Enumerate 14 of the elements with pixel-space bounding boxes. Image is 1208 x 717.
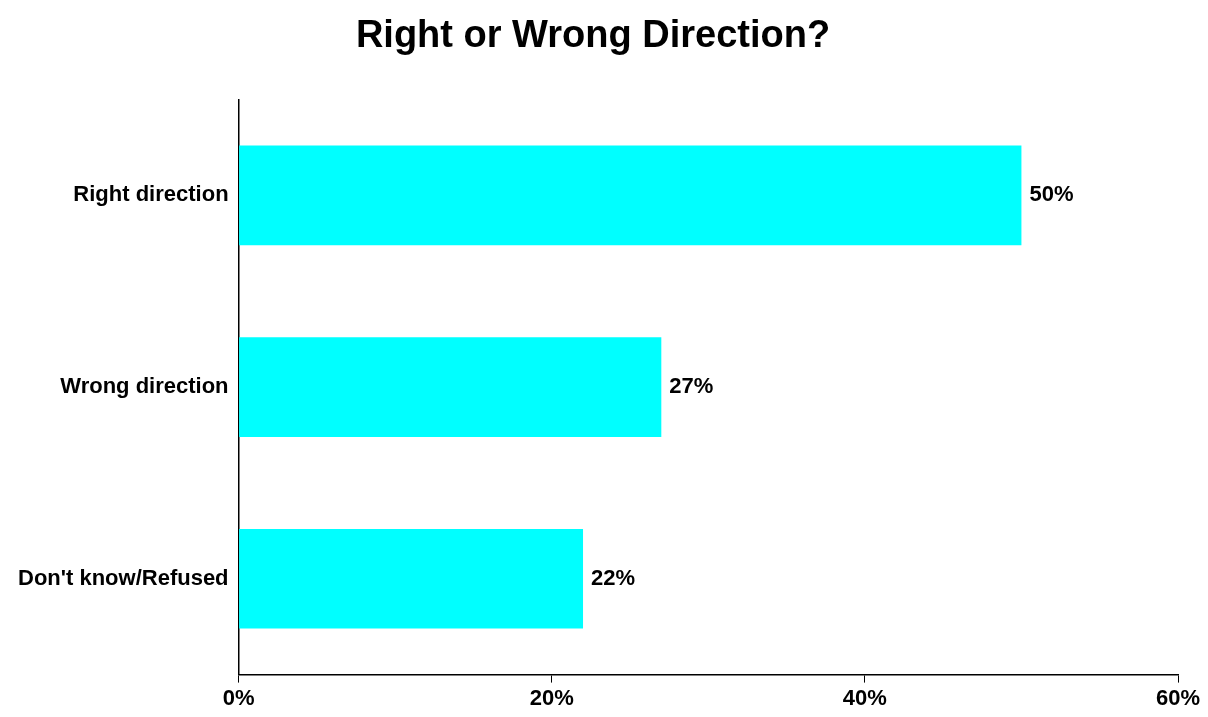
x-tick-label: 0% bbox=[222, 684, 255, 710]
y-tick-label: Right direction bbox=[73, 181, 229, 207]
y-tick-label: Wrong direction bbox=[60, 373, 229, 399]
chart-title: Right or Wrong Direction? bbox=[355, 13, 831, 56]
y-tick-label: Don't know/Refused bbox=[17, 564, 229, 590]
data-label: 50% bbox=[1029, 181, 1074, 207]
bar bbox=[239, 337, 662, 437]
data-label: 22% bbox=[591, 564, 636, 590]
x-tick-label: 20% bbox=[529, 684, 574, 710]
bar bbox=[239, 145, 1022, 246]
x-tick-label: 60% bbox=[1155, 684, 1201, 710]
bar bbox=[239, 528, 584, 629]
x-tick-label: 40% bbox=[842, 684, 887, 710]
data-label: 27% bbox=[669, 373, 714, 399]
